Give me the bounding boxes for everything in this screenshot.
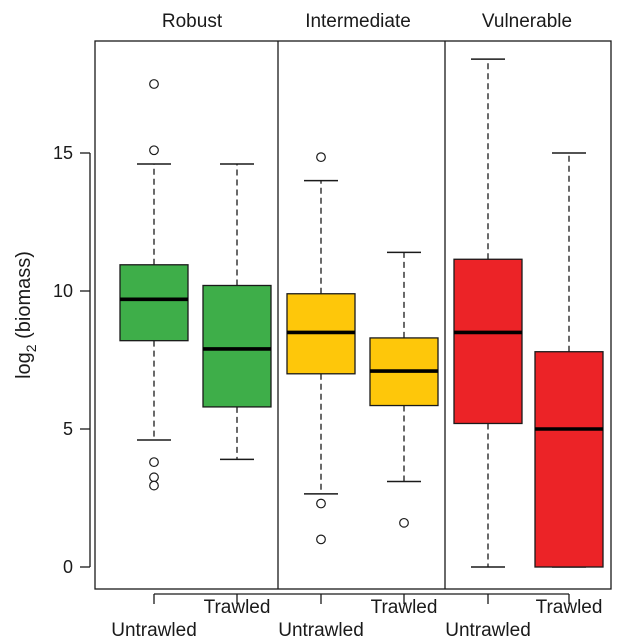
boxes [119,58,604,568]
plot-frame [94,40,612,590]
x-tick-label-untrawled: Untrawled [445,620,531,641]
x-tick-label-untrawled: Untrawled [278,620,364,641]
y-tick-label: 10 [53,281,73,301]
outlier-point [149,480,159,491]
panel-titles: Robust Intermediate Vulnerable [162,11,572,32]
x-tick-label-trawled: Trawled [536,597,603,618]
outlier-point [149,457,159,468]
y-tick-label: 15 [53,143,73,163]
x-tick-label-trawled: Trawled [204,597,271,618]
box-iqr [119,264,189,342]
outlier-point [316,498,326,509]
outlier-point [316,534,326,545]
panel-title-vulnerable: Vulnerable [482,11,572,32]
box-iqr [202,284,272,408]
x-tick-label-trawled: Trawled [371,597,438,618]
x-tick-label-untrawled: Untrawled [111,620,197,641]
box-robust-untrawled [119,79,189,491]
panel-title-intermediate: Intermediate [305,11,411,32]
y-tick-label: 0 [63,557,73,577]
x-axis: UntrawledTrawledUntrawledTrawledUntrawle… [111,593,603,641]
outlier-point [149,79,159,89]
y-tick-label: 5 [63,419,73,439]
box-intermediate-trawled [369,251,439,528]
box-iqr [534,351,604,568]
outlier-point [149,472,159,483]
outlier-point [316,152,326,163]
panel-title-robust: Robust [162,11,223,32]
y-axis: 0 5 10 15 [53,143,91,577]
box-vulnerable-untrawled [453,58,523,568]
outlier-point [399,517,409,528]
y-axis-title-main: log [13,352,35,379]
box-vulnerable-trawled [534,152,604,568]
box-iqr [453,258,523,425]
y-axis-title-rest: (biomass) [13,251,35,344]
y-axis-title: log2 (biomass) [13,251,39,379]
box-intermediate-untrawled [286,152,356,545]
y-axis-title-subscript: 2 [23,344,39,352]
box-robust-trawled [202,163,272,461]
outlier-point [149,145,159,156]
